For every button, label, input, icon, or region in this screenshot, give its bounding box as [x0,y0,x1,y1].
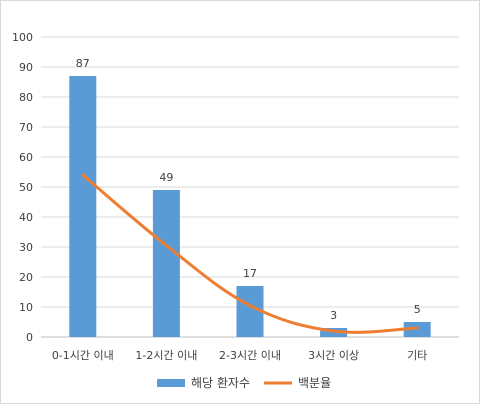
legend-swatch-bar [157,379,185,387]
bar-data-label: 49 [159,171,173,184]
data-labels: 87 49 17 3 5 [76,57,421,322]
y-tick-label: 90 [19,61,33,74]
x-tick-label: 0-1시간 이내 [52,349,114,362]
y-axis-tick-labels: 0 10 20 30 40 50 60 70 80 90 100 [12,31,33,344]
bar [152,190,180,337]
legend-label-bar: 해당 환자수 [191,376,250,390]
bar-data-label: 5 [414,303,421,316]
x-tick-label: 2-3시간 이내 [219,349,281,362]
gridlines [41,36,459,338]
x-tick-label: 3시간 이상 [308,349,359,362]
x-tick-label: 기타 [407,349,427,362]
y-tick-label: 30 [19,241,33,254]
y-tick-label: 40 [19,211,33,224]
line-series [81,173,419,334]
bar-series [69,76,431,337]
bar [69,76,97,337]
x-axis-tick-labels: 0-1시간 이내 1-2시간 이내 2-3시간 이내 3시간 이상 기타 [52,349,428,362]
y-tick-label: 50 [19,181,33,194]
bar-data-label: 17 [243,267,257,280]
bar-data-label: 3 [330,309,337,322]
bar-data-label: 87 [76,57,90,70]
y-tick-label: 10 [19,301,33,314]
y-tick-label: 0 [26,331,33,344]
y-tick-label: 60 [19,151,33,164]
y-tick-label: 100 [12,31,33,44]
legend: 해당 환자수 백분율 [157,376,331,390]
y-tick-label: 20 [19,271,33,284]
percentage-line [81,173,419,334]
y-tick-label: 70 [19,121,33,134]
legend-label-line: 백분율 [298,376,331,390]
x-tick-label: 1-2시간 이내 [135,349,197,362]
y-tick-label: 80 [19,91,33,104]
